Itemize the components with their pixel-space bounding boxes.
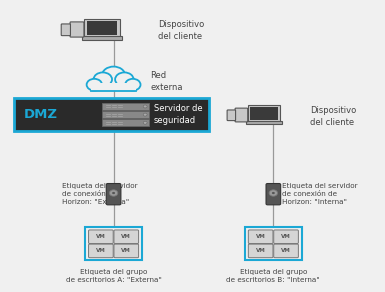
Text: VM: VM bbox=[281, 248, 291, 253]
Circle shape bbox=[94, 72, 112, 86]
Circle shape bbox=[102, 67, 125, 84]
Text: Dispositivo
del cliente: Dispositivo del cliente bbox=[158, 20, 204, 41]
Text: VM: VM bbox=[121, 248, 131, 253]
FancyBboxPatch shape bbox=[70, 22, 84, 37]
FancyBboxPatch shape bbox=[114, 244, 139, 258]
FancyBboxPatch shape bbox=[246, 121, 282, 124]
Text: VM: VM bbox=[256, 248, 266, 253]
FancyBboxPatch shape bbox=[245, 227, 302, 260]
FancyBboxPatch shape bbox=[84, 19, 120, 37]
FancyBboxPatch shape bbox=[274, 230, 298, 244]
FancyBboxPatch shape bbox=[91, 83, 136, 91]
Circle shape bbox=[269, 190, 278, 196]
Circle shape bbox=[143, 121, 147, 124]
FancyBboxPatch shape bbox=[85, 227, 142, 260]
FancyBboxPatch shape bbox=[14, 98, 209, 131]
FancyBboxPatch shape bbox=[61, 24, 70, 36]
FancyBboxPatch shape bbox=[248, 230, 273, 244]
Text: Etiqueta del grupo
de escritorios A: "Externa": Etiqueta del grupo de escritorios A: "Ex… bbox=[65, 269, 162, 283]
FancyBboxPatch shape bbox=[250, 107, 278, 120]
FancyBboxPatch shape bbox=[82, 36, 122, 40]
FancyBboxPatch shape bbox=[227, 110, 236, 121]
FancyBboxPatch shape bbox=[106, 184, 121, 205]
Text: VM: VM bbox=[281, 234, 291, 239]
FancyBboxPatch shape bbox=[89, 244, 113, 258]
FancyBboxPatch shape bbox=[248, 105, 280, 122]
Text: Etiqueta del servidor
de conexión de
Horizon: "Interna": Etiqueta del servidor de conexión de Hor… bbox=[282, 183, 357, 205]
Circle shape bbox=[143, 105, 147, 108]
Circle shape bbox=[143, 113, 147, 116]
Text: VM: VM bbox=[256, 234, 266, 239]
FancyBboxPatch shape bbox=[102, 103, 149, 110]
Text: Dispositivo
del cliente: Dispositivo del cliente bbox=[310, 106, 356, 127]
FancyBboxPatch shape bbox=[89, 230, 113, 244]
FancyBboxPatch shape bbox=[91, 82, 136, 91]
FancyBboxPatch shape bbox=[235, 108, 248, 122]
FancyBboxPatch shape bbox=[114, 230, 139, 244]
Circle shape bbox=[272, 192, 275, 194]
Text: Red
externa: Red externa bbox=[150, 71, 182, 92]
FancyBboxPatch shape bbox=[274, 244, 298, 258]
Text: Etiqueta del grupo
de escritorios B: "Interna": Etiqueta del grupo de escritorios B: "In… bbox=[226, 269, 320, 283]
FancyBboxPatch shape bbox=[248, 244, 273, 258]
Text: VM: VM bbox=[96, 234, 106, 239]
Text: Servidor de
seguridad: Servidor de seguridad bbox=[154, 104, 203, 125]
Circle shape bbox=[112, 192, 115, 194]
Text: DMZ: DMZ bbox=[23, 108, 57, 121]
FancyBboxPatch shape bbox=[102, 119, 149, 126]
Circle shape bbox=[115, 72, 134, 86]
Text: VM: VM bbox=[121, 234, 131, 239]
Circle shape bbox=[125, 79, 141, 91]
Text: VM: VM bbox=[96, 248, 106, 253]
Text: Etiqueta del servidor
de conexión de
Horizon: "Externa": Etiqueta del servidor de conexión de Hor… bbox=[62, 183, 137, 205]
FancyBboxPatch shape bbox=[87, 21, 117, 35]
Circle shape bbox=[87, 79, 102, 91]
Circle shape bbox=[109, 190, 118, 196]
FancyBboxPatch shape bbox=[102, 111, 149, 118]
FancyBboxPatch shape bbox=[266, 184, 281, 205]
